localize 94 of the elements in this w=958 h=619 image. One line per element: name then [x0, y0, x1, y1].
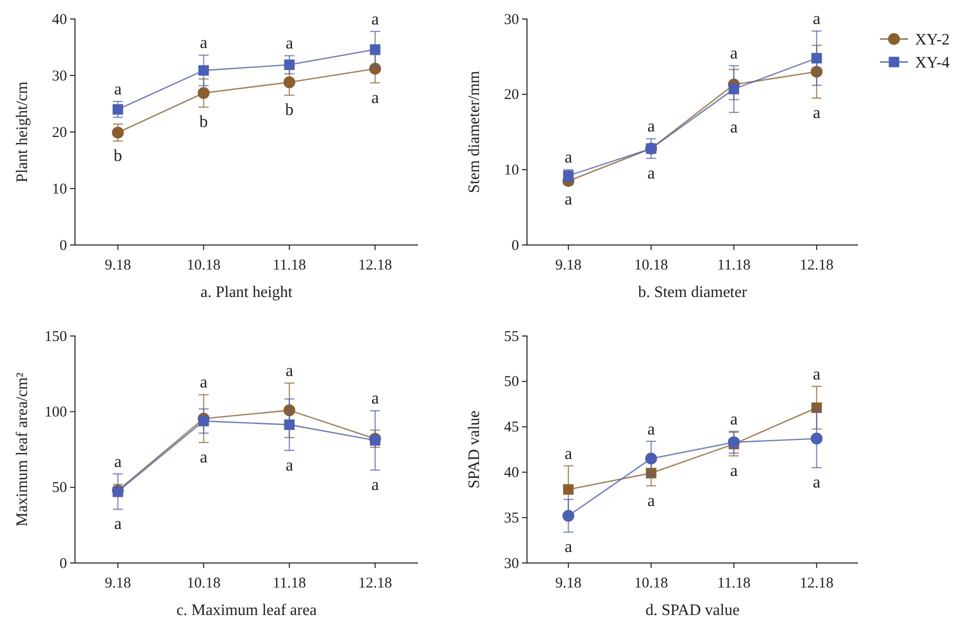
- text: b. Stem diameter: [638, 284, 748, 301]
- x-tick-label: 10.18: [186, 258, 220, 274]
- y-tick-label: 50: [504, 374, 519, 390]
- x-tick-label: 10.18: [186, 576, 220, 592]
- x-tick-label: 11.18: [272, 576, 306, 592]
- point: [563, 484, 574, 495]
- x-tick-label: 12.18: [800, 258, 834, 274]
- y-tick-label: 40: [504, 465, 519, 481]
- annotation: a: [730, 409, 738, 428]
- point: [728, 436, 740, 448]
- annotation: a: [730, 460, 738, 480]
- annotation: a: [114, 514, 122, 534]
- annotation: a: [286, 455, 294, 474]
- point: [810, 432, 823, 445]
- y-tick-label: 150: [44, 328, 67, 345]
- y-tick-label: 30: [504, 556, 519, 572]
- annotation: a: [200, 33, 208, 52]
- point: [198, 416, 209, 426]
- annotation: a: [564, 148, 573, 167]
- point: [284, 419, 295, 430]
- y-tick-label: 40: [52, 12, 67, 28]
- y-axis-title: Maximum leaf area/cm²: [14, 372, 31, 527]
- point: [112, 104, 124, 115]
- annotation: a: [730, 44, 738, 63]
- x-tick-label: 12.18: [358, 258, 392, 274]
- annotation: a: [371, 475, 380, 494]
- point: [370, 435, 380, 446]
- annotation: b: [114, 146, 122, 165]
- point: [283, 76, 296, 88]
- annotation: a: [812, 472, 821, 492]
- annotation: a: [371, 88, 380, 107]
- annotation: a: [114, 79, 122, 98]
- x-tick-label: 12.18: [800, 576, 834, 592]
- x-tick-label: 12.18: [358, 576, 392, 592]
- point: [112, 126, 124, 138]
- legend-label: XY-4: [915, 54, 950, 72]
- x-tick-label: 9.18: [104, 576, 131, 592]
- annotation: a: [812, 9, 821, 28]
- x-tick-label: 11.18: [717, 258, 750, 274]
- annotation: a: [114, 452, 122, 471]
- annotation: a: [647, 163, 656, 182]
- annotation: a: [371, 388, 380, 408]
- point: [284, 60, 295, 70]
- y-tick-label: 55: [504, 328, 519, 345]
- x-tick-label: 9.18: [555, 258, 582, 274]
- y-tick-label: 10: [52, 181, 67, 198]
- point: [198, 65, 209, 76]
- y-tick-label: 10: [504, 162, 519, 178]
- x-tick-label: 10.18: [634, 258, 668, 274]
- annotation: a: [812, 364, 821, 384]
- annotation: b: [199, 112, 208, 132]
- point: [370, 44, 380, 55]
- y-tick-label: 20: [504, 87, 519, 104]
- y-tick-label: 35: [504, 510, 519, 526]
- x-tick-label: 11.18: [717, 576, 750, 592]
- y-axis-title: Plant height/cm: [14, 81, 31, 182]
- annotation: b: [285, 100, 294, 120]
- annotation: a: [730, 117, 738, 136]
- y-tick-label: 0: [60, 556, 67, 572]
- y-tick-label: 0: [512, 238, 519, 254]
- y-tick-label: 20: [52, 124, 67, 141]
- legend-label: XY-2: [915, 32, 950, 49]
- annotation: a: [647, 490, 656, 510]
- x-tick-label: 9.18: [555, 576, 582, 592]
- y-axis-title: Stem diameter/mm: [466, 70, 483, 194]
- y-tick-label: 45: [504, 420, 519, 436]
- text: c. Maximum leaf area: [176, 602, 317, 619]
- y-tick-label: 30: [52, 68, 67, 84]
- y-tick-label: 50: [52, 480, 67, 496]
- x-tick-label: 10.18: [634, 576, 668, 592]
- annotation: a: [286, 34, 294, 53]
- annotation: a: [812, 103, 821, 122]
- point: [728, 84, 740, 94]
- point: [198, 87, 210, 99]
- annotation: a: [564, 444, 573, 463]
- x-tick-label: 11.18: [272, 258, 306, 274]
- point: [562, 510, 574, 522]
- annotation: a: [564, 190, 573, 209]
- annotation: a: [647, 116, 656, 136]
- text: d. SPAD value: [645, 602, 740, 619]
- x-tick-label: 9.18: [104, 258, 131, 274]
- y-axis-title: SPAD value: [466, 410, 483, 489]
- annotation: a: [647, 419, 656, 438]
- point: [645, 452, 658, 464]
- point: [811, 52, 822, 64]
- annotation: a: [371, 9, 380, 28]
- annotation: a: [564, 537, 573, 556]
- text: a. Plant height: [200, 284, 294, 301]
- y-tick-label: 0: [60, 238, 67, 254]
- annotation: a: [286, 361, 294, 380]
- annotation: a: [200, 447, 208, 466]
- annotation: a: [200, 372, 208, 392]
- y-tick-label: 30: [504, 12, 519, 28]
- y-tick-label: 100: [44, 404, 67, 420]
